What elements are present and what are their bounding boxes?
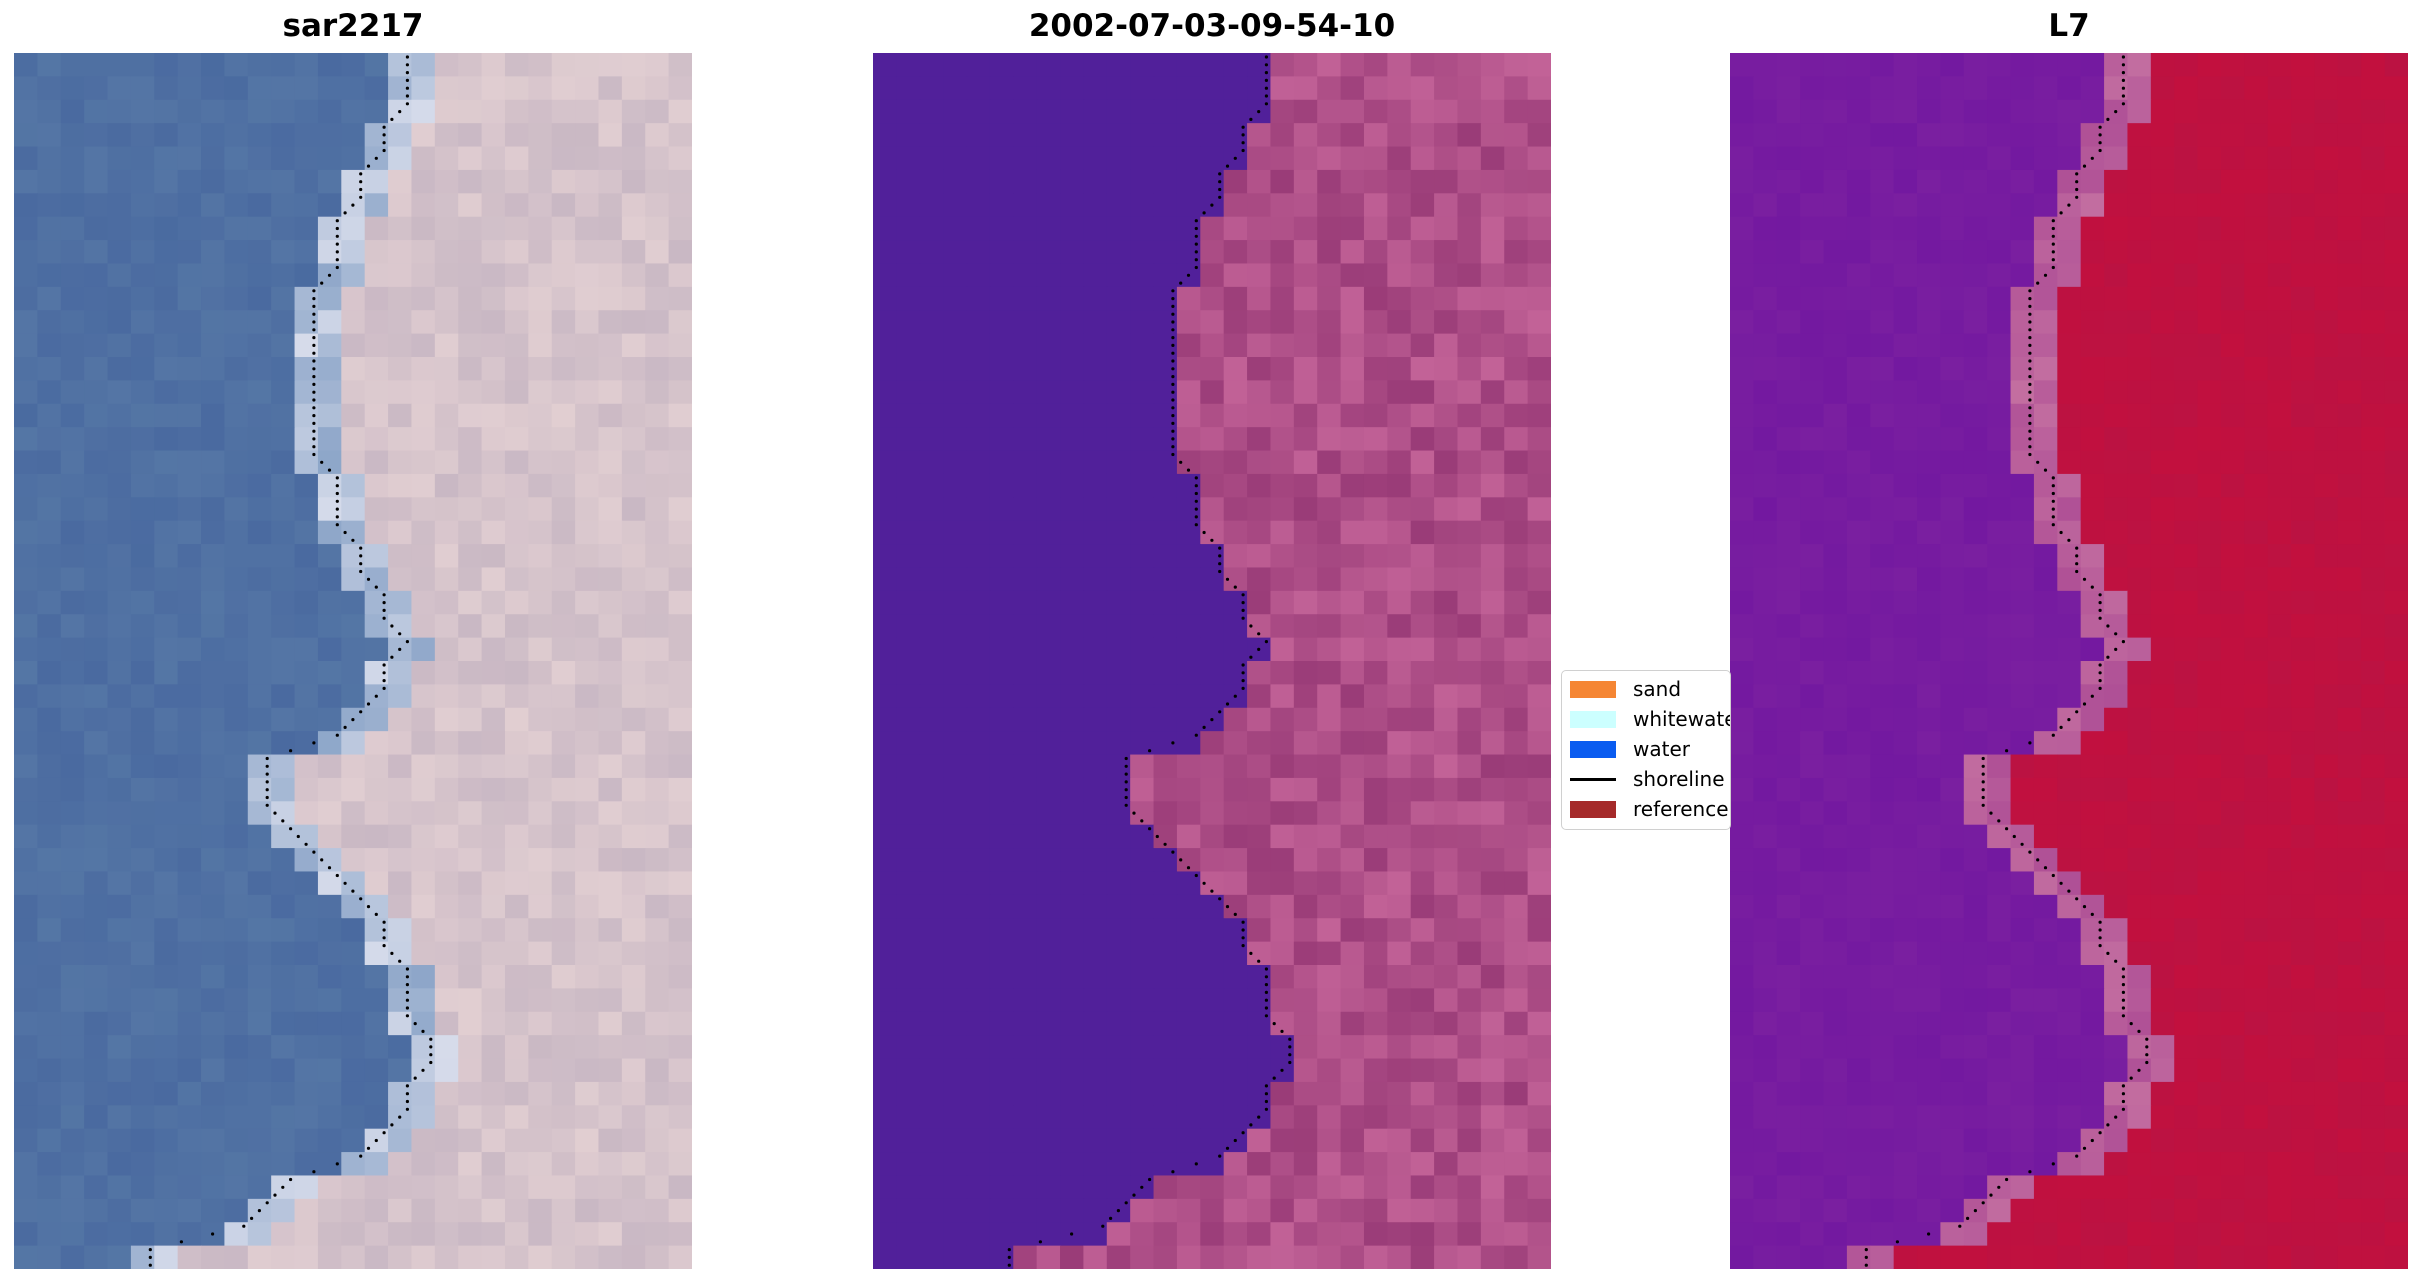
water-index-image	[1730, 53, 2408, 1269]
whitewater-swatch	[1570, 710, 1616, 728]
water-swatch	[1570, 740, 1616, 758]
classified-image-panel	[873, 53, 1551, 1269]
classified-image	[873, 53, 1551, 1269]
rgb-satellite-image	[14, 53, 692, 1269]
legend-item-water: water	[1570, 735, 1690, 763]
rgb-image-panel	[14, 53, 692, 1269]
reference-swatch	[1570, 800, 1616, 818]
panel-title-classified: 2002-07-03-09-54-10	[1028, 8, 1396, 44]
legend: sand whitewater water shoreline referenc…	[1561, 670, 1731, 830]
legend-item-sand: sand	[1570, 675, 1681, 703]
panel-title-index: L7	[2048, 8, 2090, 44]
legend-item-whitewater: whitewater	[1570, 705, 1730, 733]
panel-title-rgb: sar2217	[282, 8, 424, 44]
sand-swatch	[1570, 680, 1616, 698]
legend-item-shoreline: shoreline	[1570, 765, 1725, 793]
legend-label-reference: reference	[1633, 797, 1729, 821]
legend-label-shoreline: shoreline	[1633, 767, 1725, 791]
legend-label-water: water	[1633, 737, 1690, 761]
legend-label-sand: sand	[1633, 677, 1682, 701]
legend-item-reference: reference	[1570, 795, 1729, 823]
legend-label-whitewater: whitewater	[1633, 707, 1730, 731]
index-image-panel	[1730, 53, 2408, 1269]
shoreline-line-sample	[1570, 777, 1616, 781]
